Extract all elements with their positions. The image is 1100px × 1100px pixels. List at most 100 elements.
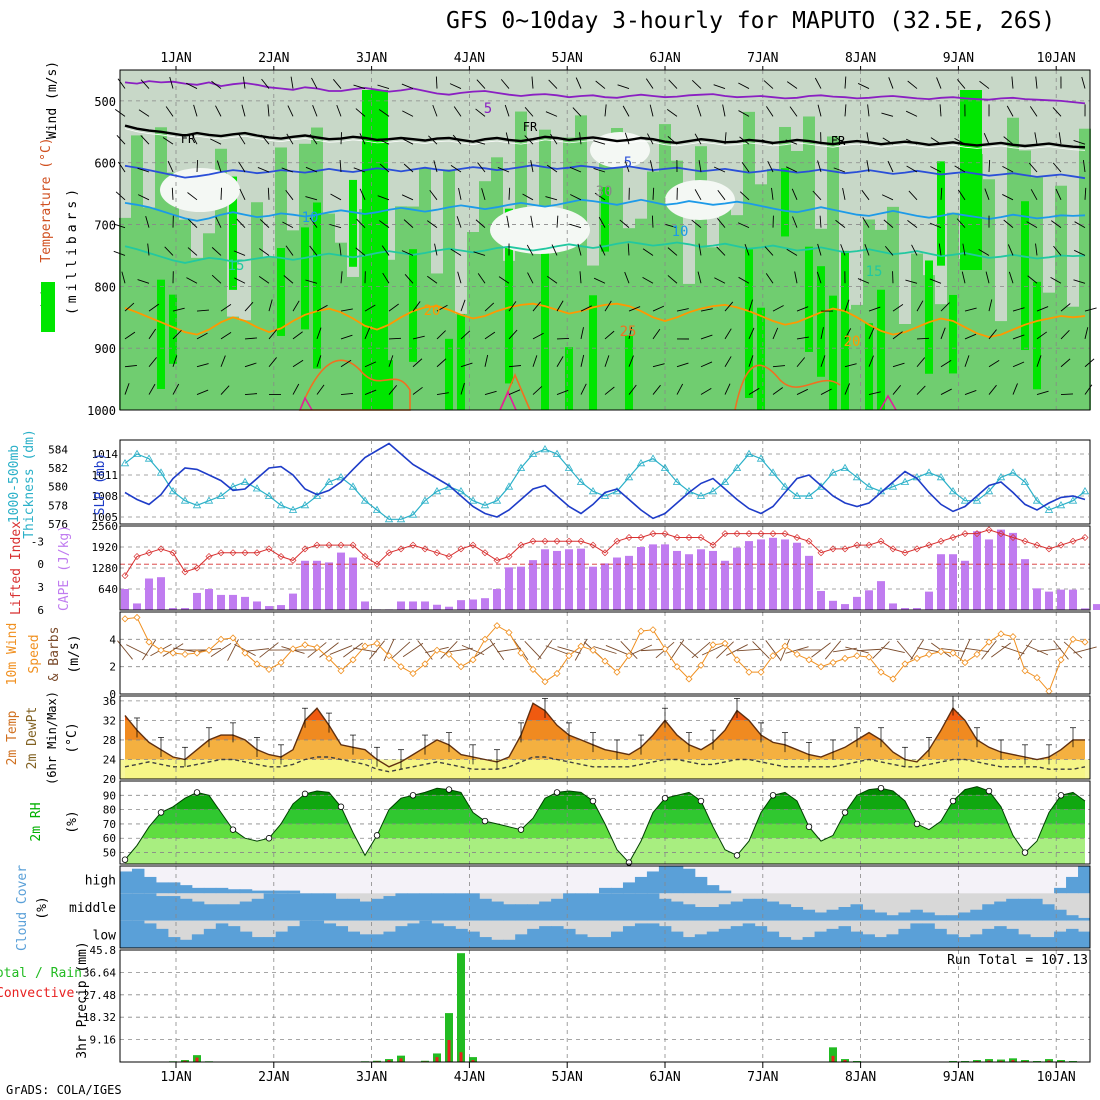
wind-barb bbox=[481, 188, 486, 200]
wind-barb bbox=[1084, 187, 1087, 200]
wind-barb bbox=[724, 328, 732, 340]
thickness-point bbox=[888, 482, 898, 490]
dewpt-line bbox=[124, 756, 1086, 773]
wind-barb bbox=[649, 104, 654, 117]
wind-barb bbox=[353, 84, 366, 89]
wind-barb bbox=[216, 160, 222, 173]
wind-barb bbox=[988, 159, 991, 173]
day-label-bottom: 9JAN bbox=[943, 1070, 974, 1085]
cloud-bar-low bbox=[862, 934, 875, 948]
lifted-index-point bbox=[145, 549, 153, 557]
cape-bar bbox=[565, 549, 573, 610]
wind10-barb bbox=[965, 647, 989, 653]
wind10-barb bbox=[620, 640, 638, 660]
wind-barb bbox=[1012, 383, 1018, 395]
wind-barb bbox=[651, 215, 654, 228]
cape-bar bbox=[421, 601, 429, 610]
wind-barb bbox=[117, 78, 126, 89]
wind-barb bbox=[233, 250, 246, 256]
wind-barb bbox=[258, 276, 270, 284]
wind10-barb bbox=[896, 640, 914, 660]
wind10-barb bbox=[1073, 646, 1097, 654]
wind-barb bbox=[377, 138, 390, 145]
cloud-bar-low bbox=[299, 920, 313, 948]
wind10-point bbox=[877, 668, 885, 676]
axis-title-thickness: 1000-500mb bbox=[7, 445, 22, 523]
cloud-bar-middle bbox=[1078, 917, 1091, 921]
thickness-point bbox=[732, 463, 742, 471]
wind-barb bbox=[985, 271, 990, 284]
wind10-barb bbox=[629, 644, 653, 656]
cloud-bar-low bbox=[622, 926, 636, 948]
cloud-bar-middle bbox=[850, 904, 863, 921]
wind10-tick-label: 0 bbox=[109, 688, 116, 701]
cape-bar bbox=[1045, 591, 1053, 610]
slp-tick-label: 1014 bbox=[92, 448, 119, 461]
cape-bar bbox=[757, 539, 765, 610]
cloud-bar-low bbox=[479, 937, 492, 948]
cape-bar bbox=[241, 596, 249, 610]
wind-barb bbox=[579, 132, 582, 145]
rh-fill-column bbox=[119, 217, 131, 410]
wind-barb bbox=[359, 188, 366, 201]
cape-bar bbox=[517, 566, 525, 610]
thickness-point bbox=[264, 491, 274, 499]
wind-barb bbox=[453, 106, 462, 117]
wind-barb bbox=[388, 303, 399, 312]
thickness-point bbox=[1068, 496, 1078, 504]
cape-bar bbox=[829, 600, 837, 610]
cloud-bar-middle bbox=[383, 896, 396, 921]
thickness-point bbox=[1080, 487, 1090, 495]
wind-barb bbox=[475, 219, 486, 228]
wind10-point bbox=[433, 646, 441, 654]
wind-barb bbox=[844, 299, 850, 312]
axis-title-wind: Wind (m/s) bbox=[45, 61, 60, 139]
rh-fill-column bbox=[203, 233, 215, 410]
cloud-bar-middle bbox=[682, 904, 696, 921]
wind10-point bbox=[169, 649, 177, 657]
cloud-bar-middle bbox=[718, 904, 732, 921]
wind10-point bbox=[301, 641, 309, 649]
thickness-tick-label: 576 bbox=[48, 518, 68, 531]
wind-barb bbox=[930, 137, 942, 145]
cape-bar bbox=[133, 603, 141, 610]
wind-barb bbox=[305, 196, 318, 201]
wind10-point bbox=[253, 660, 261, 668]
wind-barb bbox=[713, 84, 726, 89]
cloud-bar-middle bbox=[982, 904, 995, 921]
li-tick-label: 3 bbox=[37, 581, 44, 594]
temp2m-tick-label: 36 bbox=[103, 695, 116, 708]
cloud-bar-middle bbox=[826, 909, 840, 921]
cloud-bar-low bbox=[335, 926, 349, 948]
wind10-point bbox=[565, 652, 573, 660]
lifted-index-point bbox=[613, 537, 621, 545]
wind10-point bbox=[553, 669, 561, 678]
thickness-point bbox=[348, 482, 358, 490]
rh-fill-column bbox=[227, 316, 239, 410]
wind-barb bbox=[748, 387, 760, 395]
wind-barb bbox=[961, 271, 966, 284]
wind-barb bbox=[286, 133, 294, 145]
thickness-point bbox=[456, 487, 466, 495]
wind-barb bbox=[696, 104, 702, 117]
rh-high-column bbox=[757, 307, 765, 410]
lifted-index-point bbox=[409, 541, 417, 549]
wind-barb bbox=[165, 106, 174, 117]
axis-title-precip-unit: 3hr Precip (mm) bbox=[75, 941, 90, 1058]
wind10-barb bbox=[497, 647, 521, 653]
rh-saturated-column bbox=[362, 90, 388, 410]
cape-bar bbox=[1057, 589, 1065, 610]
lifted-index-point bbox=[133, 553, 141, 561]
wind-barb bbox=[1028, 162, 1038, 173]
cloud-bar-middle bbox=[838, 907, 851, 921]
wind-barb bbox=[283, 275, 294, 284]
cloud-bar-middle bbox=[431, 893, 444, 921]
wind10-point bbox=[841, 654, 849, 663]
cape-bar bbox=[541, 549, 549, 610]
wind-barb bbox=[196, 389, 209, 395]
wind-barb bbox=[579, 271, 582, 284]
thickness-point bbox=[840, 463, 850, 471]
wind-barb bbox=[698, 160, 702, 173]
cape-bar bbox=[805, 555, 813, 610]
cape-bar bbox=[325, 562, 333, 610]
